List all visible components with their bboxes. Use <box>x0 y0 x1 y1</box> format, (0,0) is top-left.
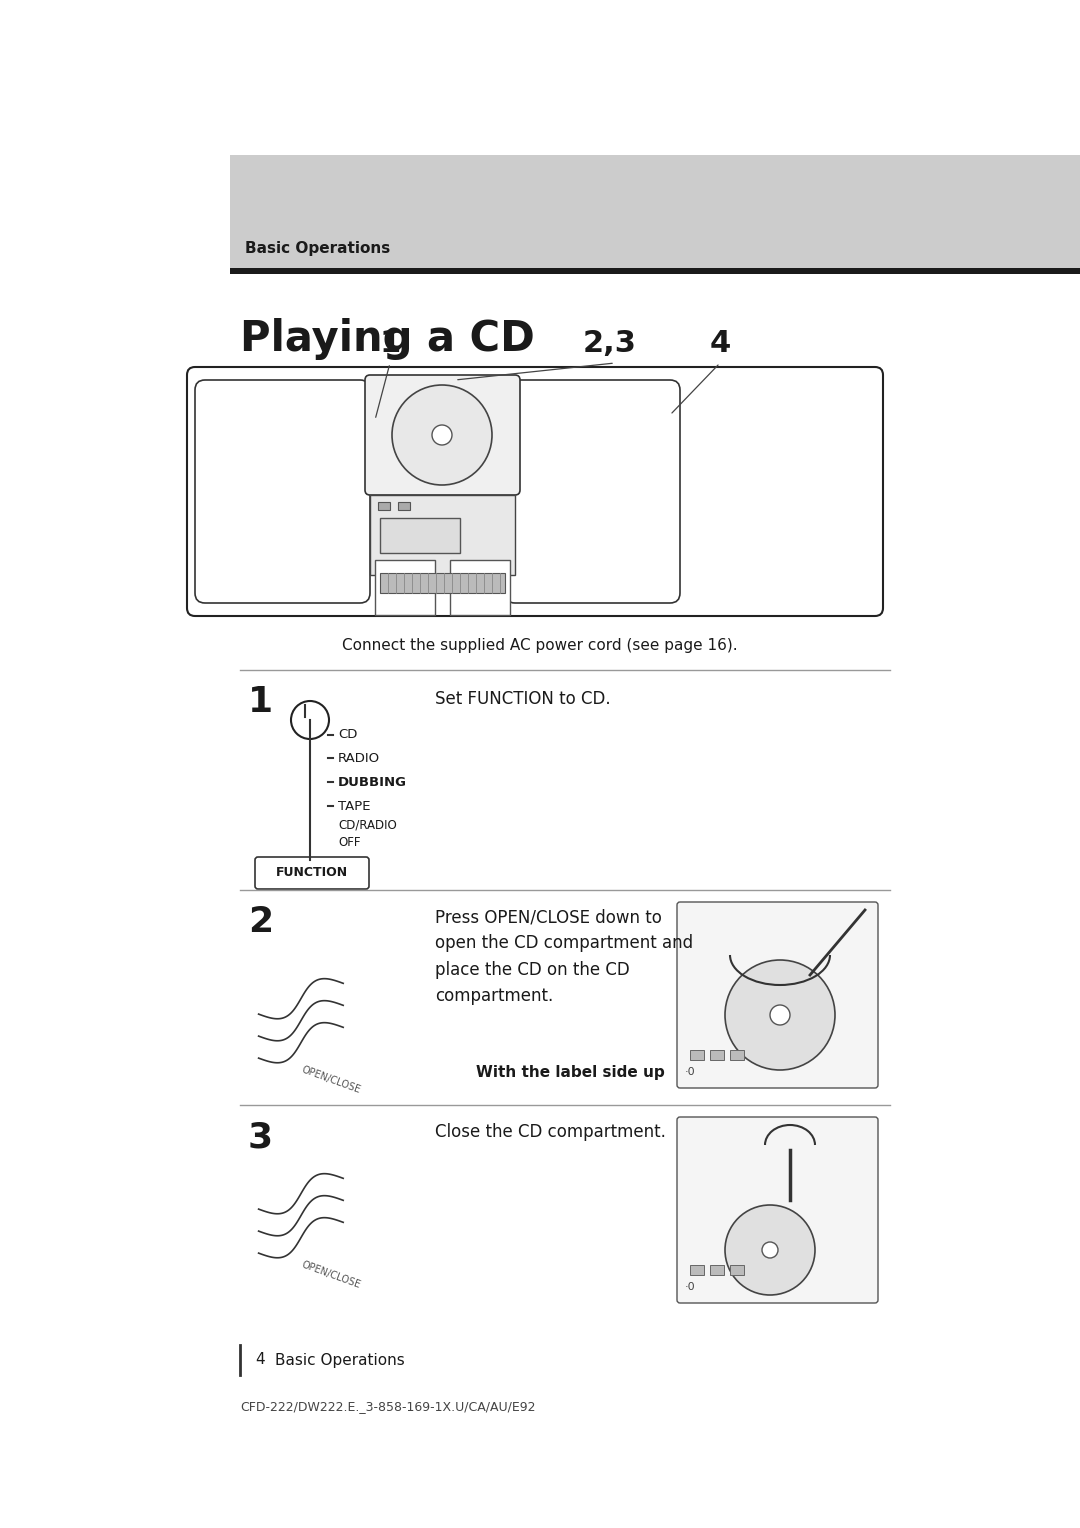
Bar <box>730 1265 744 1274</box>
Bar <box>710 1050 724 1060</box>
Text: 4: 4 <box>255 1352 265 1368</box>
Circle shape <box>725 1206 815 1296</box>
Text: 3: 3 <box>248 1120 273 1154</box>
Bar <box>230 154 1080 267</box>
FancyBboxPatch shape <box>255 857 369 889</box>
Text: 4: 4 <box>710 329 731 358</box>
Text: ·0: ·0 <box>685 1067 696 1077</box>
FancyBboxPatch shape <box>677 1117 878 1303</box>
FancyBboxPatch shape <box>505 380 680 604</box>
Circle shape <box>762 1242 778 1258</box>
Text: OPEN/CLOSE: OPEN/CLOSE <box>300 1065 362 1096</box>
Text: OFF: OFF <box>338 836 361 848</box>
Bar <box>690 1265 704 1274</box>
FancyBboxPatch shape <box>187 367 883 616</box>
Bar <box>380 573 505 593</box>
Bar <box>375 559 435 614</box>
Text: RADIO: RADIO <box>338 752 380 764</box>
Bar <box>710 1265 724 1274</box>
Bar <box>230 267 1080 274</box>
FancyBboxPatch shape <box>365 374 519 495</box>
Circle shape <box>770 1005 789 1025</box>
Ellipse shape <box>291 701 329 740</box>
Bar <box>370 495 515 575</box>
Text: 1: 1 <box>248 685 273 720</box>
Text: 2,3: 2,3 <box>583 329 637 358</box>
Circle shape <box>725 960 835 1070</box>
Bar <box>450 559 510 614</box>
Text: Basic Operations: Basic Operations <box>275 1352 405 1368</box>
Text: Connect the supplied AC power cord (see page 16).: Connect the supplied AC power cord (see … <box>342 639 738 652</box>
Text: Close the CD compartment.: Close the CD compartment. <box>435 1123 666 1141</box>
Text: With the label side up: With the label side up <box>476 1065 665 1080</box>
Text: DUBBING: DUBBING <box>338 776 407 788</box>
FancyBboxPatch shape <box>677 902 878 1088</box>
Circle shape <box>392 385 492 484</box>
Bar <box>378 503 390 510</box>
FancyBboxPatch shape <box>195 380 370 604</box>
Text: OPEN/CLOSE: OPEN/CLOSE <box>300 1261 362 1291</box>
Bar <box>399 503 410 510</box>
Text: CD: CD <box>338 729 357 741</box>
Text: CD/RADIO: CD/RADIO <box>338 819 396 831</box>
Circle shape <box>432 425 453 445</box>
Text: FUNCTION: FUNCTION <box>275 866 348 880</box>
Bar <box>730 1050 744 1060</box>
Text: TAPE: TAPE <box>338 799 370 813</box>
Text: Basic Operations: Basic Operations <box>245 241 390 257</box>
Text: Set FUNCTION to CD.: Set FUNCTION to CD. <box>435 691 610 707</box>
Text: 1: 1 <box>379 329 401 358</box>
Text: Press OPEN/CLOSE down to
open the CD compartment and
place the CD on the CD
comp: Press OPEN/CLOSE down to open the CD com… <box>435 908 693 1005</box>
Text: 2: 2 <box>248 905 273 940</box>
Bar <box>690 1050 704 1060</box>
Text: ·0: ·0 <box>685 1282 696 1293</box>
Bar <box>380 518 460 553</box>
Text: Playing a CD: Playing a CD <box>240 318 535 361</box>
Text: CFD-222/DW222.E._3-858-169-1X.U/CA/AU/E92: CFD-222/DW222.E._3-858-169-1X.U/CA/AU/E9… <box>240 1400 536 1413</box>
